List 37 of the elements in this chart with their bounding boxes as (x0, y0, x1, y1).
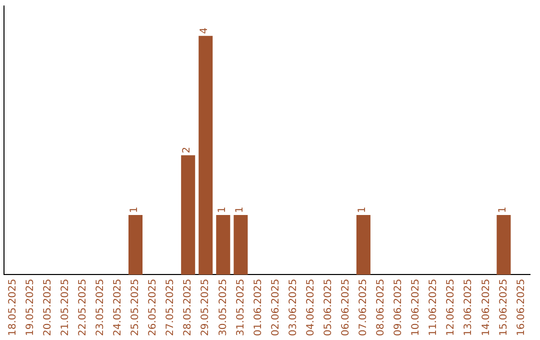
x-tick-label: 09.06.2025 (393, 278, 404, 336)
x-tick-label: 22.05.2025 (77, 278, 88, 336)
x-tick-label: 08.06.2025 (376, 278, 387, 336)
x-tick-label: 19.05.2025 (24, 278, 36, 336)
data-label: 2 (182, 146, 193, 154)
x-tick-label: 01.06.2025 (252, 278, 264, 336)
data-label: 1 (216, 206, 228, 214)
x-tick-label: 12.06.2025 (446, 278, 457, 336)
x-tick-label: 18.05.2025 (7, 278, 18, 336)
x-tick-label: 31.05.2025 (235, 278, 246, 336)
x-tick-label: 16.06.2025 (516, 278, 527, 336)
x-tick-label: 15.06.2025 (498, 278, 510, 336)
x-tick-label: 30.05.2025 (218, 278, 229, 336)
x-tick-label: 14.06.2025 (480, 278, 492, 336)
x-tick-label: 13.06.2025 (463, 278, 474, 336)
x-tick-label: 11.06.2025 (428, 278, 440, 336)
x-tick-label: 29.05.2025 (200, 278, 212, 336)
data-label: 1 (497, 206, 508, 214)
data-label: 4 (199, 27, 210, 34)
x-tick-label: 02.06.2025 (270, 278, 282, 336)
x-tick-label: 05.06.2025 (322, 278, 334, 336)
x-tick-label: 26.05.2025 (148, 278, 159, 336)
x-tick-label: 04.06.2025 (305, 278, 316, 336)
x-tick-label: 27.05.2025 (165, 278, 176, 336)
data-label: 1 (234, 206, 246, 214)
x-tick-label: 21.05.2025 (60, 278, 71, 336)
x-tick-label: 10.06.2025 (410, 278, 422, 336)
x-tick-label: 03.06.2025 (288, 278, 299, 336)
data-label: 1 (357, 206, 368, 214)
x-tick-label: 20.05.2025 (42, 278, 54, 336)
x-tick-label: 23.05.2025 (95, 278, 106, 336)
x-tick-label: 07.06.2025 (358, 278, 370, 336)
data-label: 1 (129, 206, 140, 214)
x-tick-label: 25.05.2025 (130, 278, 142, 336)
x-tick-label: 06.06.2025 (340, 278, 352, 336)
x-tick-label: 24.05.2025 (112, 278, 124, 336)
x-tick-label: 28.05.2025 (182, 278, 194, 336)
